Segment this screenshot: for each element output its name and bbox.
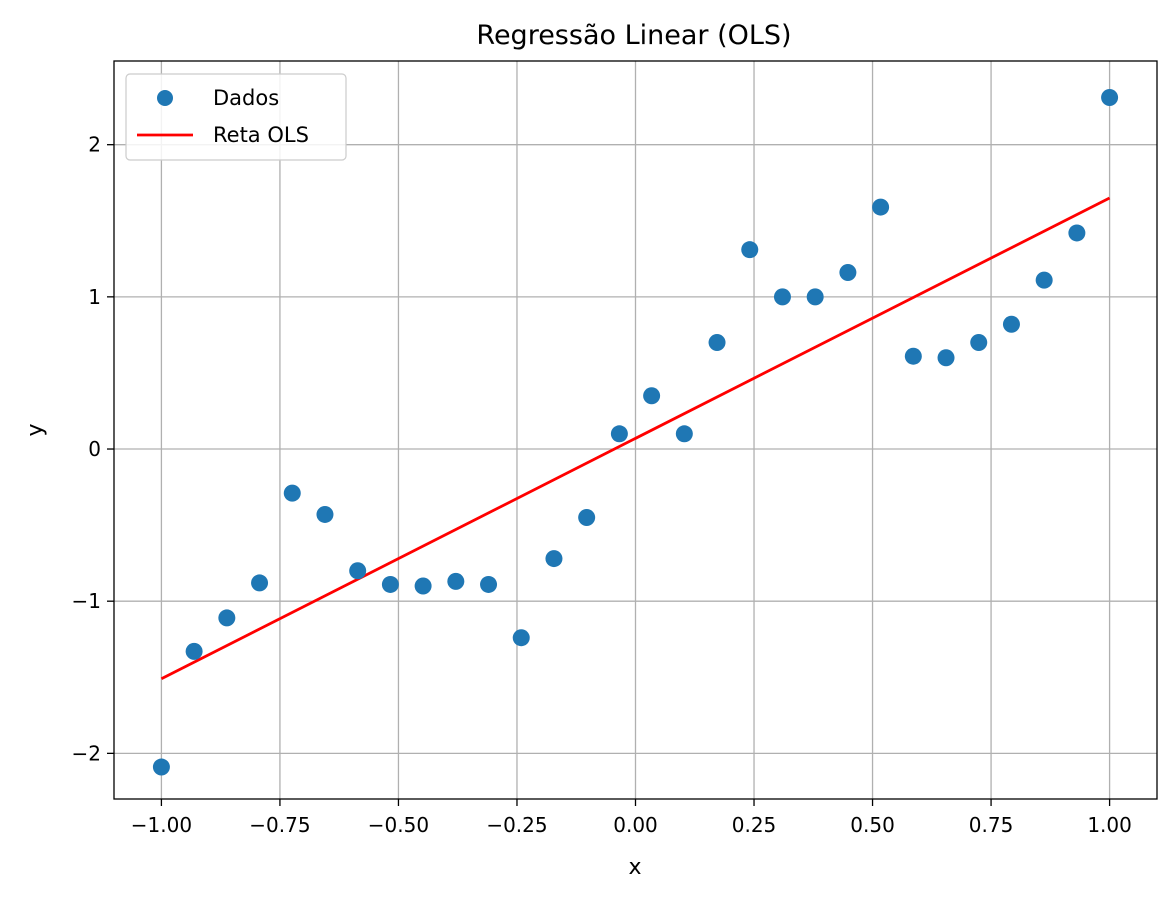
legend: Dados Reta OLS — [125, 73, 347, 161]
x-tick-label: −0.75 — [249, 813, 310, 837]
data-point — [251, 574, 269, 592]
data-point — [185, 642, 203, 660]
data-point — [414, 577, 432, 595]
data-point — [610, 425, 628, 443]
x-tick-label: 0.50 — [850, 813, 895, 837]
y-tick-label: −1 — [72, 589, 101, 613]
data-point — [316, 505, 334, 523]
x-tick-label: −1.00 — [131, 813, 192, 837]
data-point — [283, 484, 301, 502]
y-tick-label: 2 — [88, 133, 101, 157]
data-point — [218, 609, 236, 627]
data-point — [349, 562, 367, 580]
data-point — [1101, 89, 1119, 107]
x-tick-label: 1.00 — [1087, 813, 1132, 837]
x-tick-label: −0.25 — [486, 813, 547, 837]
ols-line-layer — [160, 196, 1111, 681]
data-point — [381, 575, 399, 593]
x-tick-label: 0.00 — [613, 813, 658, 837]
y-tick-label: 1 — [88, 285, 101, 309]
data-point — [773, 288, 791, 306]
ols-regression-line — [160, 196, 1111, 681]
x-axis-ticks: −1.00 −0.75 −0.50 −0.25 0.00 0.25 0.50 0.75 1.00 — [131, 799, 1132, 837]
y-axis-ticks: −2 −1 0 1 2 — [72, 133, 114, 765]
y-axis-label: y — [23, 423, 48, 436]
y-tick-label: −2 — [72, 741, 101, 765]
grid — [114, 61, 1157, 799]
x-tick-label: 0.75 — [969, 813, 1014, 837]
data-point — [937, 349, 955, 367]
data-point — [806, 288, 824, 306]
data-point — [1002, 315, 1020, 333]
legend-box — [125, 73, 347, 161]
data-points — [152, 89, 1119, 776]
data-point — [578, 508, 596, 526]
legend-dados-label: Dados — [213, 86, 279, 110]
chart-title: Regressão Linear (OLS) — [476, 20, 791, 51]
x-tick-label: 0.25 — [732, 813, 777, 837]
data-point — [152, 758, 170, 776]
data-point — [512, 629, 530, 647]
data-point — [872, 198, 890, 216]
data-point — [545, 550, 563, 568]
data-point — [708, 334, 726, 352]
data-point — [643, 387, 661, 405]
y-tick-label: 0 — [88, 437, 101, 461]
data-point — [480, 575, 498, 593]
data-point — [675, 425, 693, 443]
data-point — [839, 264, 857, 282]
data-point — [970, 334, 988, 352]
data-point — [904, 347, 922, 365]
legend-ols-label: Reta OLS — [213, 123, 309, 147]
x-axis-label: x — [628, 855, 641, 880]
data-point — [1068, 224, 1086, 242]
data-point — [741, 241, 759, 259]
legend-dados-marker — [157, 90, 173, 106]
data-point — [447, 572, 465, 590]
x-tick-label: −0.50 — [368, 813, 429, 837]
data-point — [1035, 271, 1053, 289]
